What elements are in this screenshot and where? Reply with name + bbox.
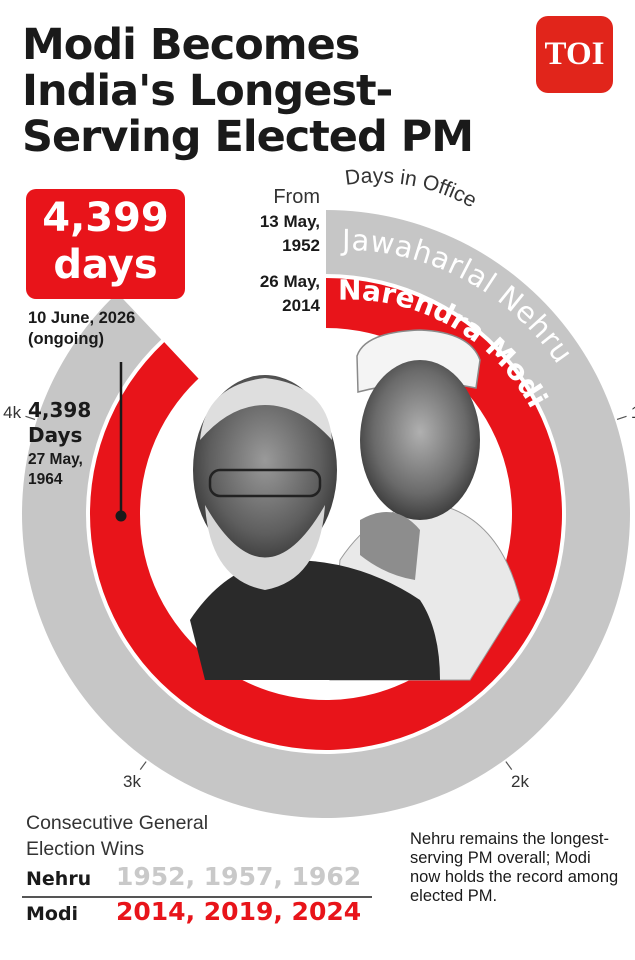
title-line-3: Serving Elected PM (22, 112, 474, 162)
title-line-1: Modi Becomes (22, 20, 360, 70)
modi-start-date-line-1: 26 May, (259, 272, 320, 291)
modi-beard (205, 505, 325, 590)
tick-label: 3k (123, 772, 141, 791)
nehru-end-date-line-1: 27 May, (28, 451, 83, 468)
tick-label: 2k (511, 772, 529, 791)
wins-title: Consecutive General Election Wins (26, 810, 208, 862)
nehru-days-unit: Days (28, 423, 83, 447)
logo-text: TOI (544, 36, 605, 72)
tick-label: 1k (631, 403, 635, 422)
modi-current-date-line-1: 10 June, 2026 (28, 309, 136, 327)
modi-hair (200, 378, 332, 440)
tick-mark (505, 761, 513, 771)
page-title: Modi Becomes India's Longest- Serving El… (22, 22, 542, 160)
modi-start-date-line-2: 2014 (282, 296, 320, 315)
leader-dot (115, 510, 127, 522)
tick-mark (616, 415, 627, 421)
title-line-2: India's Longest- (22, 66, 393, 116)
wins-title-line-2: Election Wins (26, 838, 145, 860)
from-label: From (273, 186, 320, 208)
tick-mark (25, 415, 36, 421)
wins-years-modi: 2014, 2019, 2024 (116, 897, 362, 926)
modi-body (190, 560, 440, 680)
chart-title: Days in Office (344, 164, 481, 212)
modi-glasses (208, 468, 322, 498)
modi-current-date: 10 June, 2026 (ongoing) (28, 308, 135, 350)
wins-label-nehru: Nehru (26, 868, 92, 890)
wins-years-nehru: 1952, 1957, 1962 (116, 862, 362, 891)
portrait-illustration (190, 329, 521, 681)
nehru-end-date-line-2: 1964 (28, 471, 63, 488)
tick-label: 4k (3, 403, 21, 422)
modi-days-box: 4,399 days (26, 189, 185, 299)
nehru-hand (360, 512, 420, 580)
wins-title-line-1: Consecutive General (26, 812, 209, 834)
wins-divider (22, 896, 372, 898)
tick-group: 1k 2k 3k 4k (3, 403, 635, 791)
nehru-days-stat: 4,398 Days 27 May, 1964 (28, 398, 91, 490)
nehru-start-date: 13 May, 1952 (200, 210, 320, 258)
nehru-start-date-line-1: 13 May, (259, 212, 320, 231)
tick-mark (139, 761, 147, 771)
modi-start-date: 26 May, 2014 (200, 270, 320, 318)
footnote: Nehru remains the longest-serving PM ove… (410, 830, 619, 905)
modi-current-date-line-2: (ongoing) (28, 330, 105, 348)
modi-days-unit: days (53, 242, 158, 288)
wins-label-modi: Modi (26, 903, 79, 925)
nehru-face (360, 360, 480, 520)
nehru-start-date-line-2: 1952 (282, 236, 320, 255)
modi-days-value: 4,399 (42, 195, 169, 241)
nehru-days-value: 4,398 (28, 398, 92, 422)
toi-logo: TOI (536, 16, 613, 93)
